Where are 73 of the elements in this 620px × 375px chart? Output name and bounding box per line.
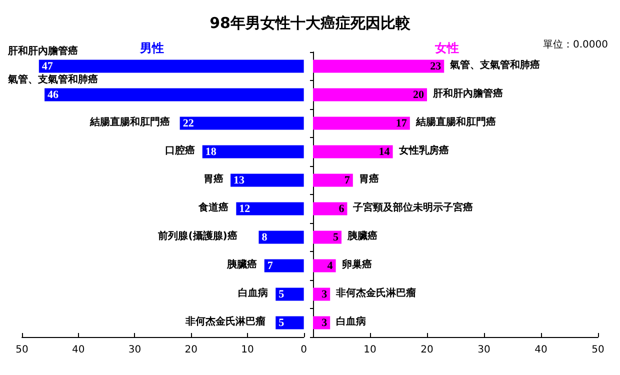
category-label: 氣管、支氣管和肺癌 — [8, 74, 98, 86]
category-label: 食道癌 — [198, 202, 229, 214]
bar — [236, 202, 304, 216]
data-label: 18 — [205, 146, 217, 158]
data-label: 12 — [239, 202, 251, 215]
category-label: 白血病 — [336, 316, 366, 328]
category-label: 口腔癌 — [164, 145, 195, 156]
category-label: 結腸直腸和肛門癌 — [90, 116, 170, 128]
x-tick-label: 10 — [241, 344, 254, 356]
x-tick-label: 40 — [72, 344, 85, 356]
category-label: 肝和肝內膽管癌 — [8, 46, 78, 57]
data-label: 8 — [262, 231, 268, 244]
bar — [202, 145, 304, 158]
data-label: 22 — [182, 117, 194, 130]
bar — [38, 60, 304, 73]
bar — [313, 174, 353, 187]
data-label: 23 — [430, 60, 442, 72]
bar — [313, 88, 427, 102]
bar — [276, 288, 304, 301]
x-tick-label: 20 — [184, 344, 198, 356]
bar — [313, 116, 410, 130]
data-label: 5 — [278, 316, 285, 329]
data-label: 5 — [278, 288, 285, 300]
category-label: 非何杰金氏淋巴瘤 — [186, 316, 266, 328]
category-label: 非何杰金氏淋巴瘤 — [336, 288, 416, 299]
category-label: 前列腺(攝護腺)癌 — [158, 230, 238, 242]
bar — [313, 230, 342, 244]
data-label: 3 — [322, 316, 328, 329]
bar — [258, 230, 304, 244]
bar — [276, 316, 304, 330]
x-tick-label: 0 — [300, 344, 308, 356]
x-tick-label: 40 — [534, 344, 548, 356]
x-tick-label: 30 — [478, 344, 490, 356]
bar — [313, 259, 336, 272]
x-tick-label: 50 — [592, 344, 604, 356]
x-tick-label: 20 — [420, 344, 434, 356]
bar — [44, 88, 304, 102]
category-label: 結腸直腸和肛門癌 — [416, 116, 496, 128]
bar — [313, 202, 348, 216]
bar — [313, 60, 444, 73]
chart-title: 98年男女性十大癌症死因比較 — [208, 14, 412, 33]
bar — [230, 174, 304, 187]
category-label: 肝和肝內膽管癌 — [433, 88, 503, 100]
category-label: 卵巢癌 — [342, 259, 372, 270]
category-label: 胰臟癌 — [348, 230, 378, 242]
data-label: 20 — [413, 88, 424, 101]
data-label: 4 — [327, 260, 334, 272]
category-label: 胃癌 — [358, 174, 379, 185]
data-label: 3 — [322, 288, 328, 300]
x-tick-label: 10 — [364, 344, 376, 356]
data-label: 5 — [333, 231, 339, 244]
category-label: 子宮頸及部位未明示子宮癌 — [353, 202, 474, 214]
bar — [313, 145, 393, 158]
x-tick-label: 30 — [128, 344, 142, 356]
data-label: 13 — [234, 174, 246, 186]
data-label: 14 — [378, 146, 390, 158]
category-label: 女性乳房癌 — [398, 145, 449, 156]
category-label: 白血病 — [238, 288, 268, 299]
data-label: 46 — [48, 88, 60, 101]
data-label: 17 — [396, 117, 408, 130]
series-label: 女性 — [434, 41, 459, 55]
data-label: 47 — [42, 60, 54, 72]
category-label: 胃癌 — [204, 174, 224, 185]
data-label: 6 — [338, 202, 345, 215]
text: 單位：0.0000 — [543, 38, 608, 50]
bar — [264, 259, 304, 272]
category-label: 氣管、支氣管和肺癌 — [450, 60, 540, 71]
x-tick-label: 50 — [16, 344, 28, 356]
data-label: 7 — [267, 260, 274, 272]
series-label: 男性 — [139, 41, 164, 55]
category-label: 胰臟癌 — [226, 259, 257, 270]
bar — [180, 116, 304, 130]
data-label: 7 — [344, 174, 350, 186]
